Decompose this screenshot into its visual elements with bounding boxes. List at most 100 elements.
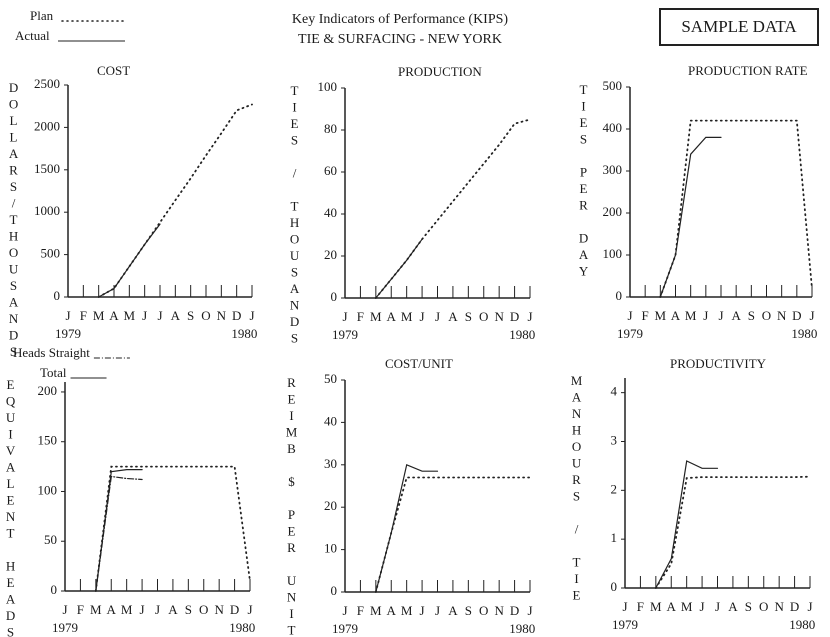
x-tick-label: J [142,308,147,323]
x-tick-label: J [65,308,70,323]
y-tick-label: 0 [54,288,61,303]
x-tick-label: A [731,308,741,323]
x-tick-label: A [667,599,677,614]
series-line [375,463,439,593]
x-tick-label: S [185,602,192,617]
y-tick-label: 200 [603,204,623,219]
x-tick-label: J [157,308,162,323]
y-tick-label: 500 [603,78,623,93]
y-tick-label: 1 [611,530,618,545]
y-tick-label: 20 [324,498,337,513]
x-tick-label: J [435,603,440,618]
year-label: 1979 [612,617,638,632]
x-tick-label: M [370,309,382,324]
x-tick-label: J [718,308,723,323]
x-tick-label: F [637,599,644,614]
year-label: 1980 [509,621,535,636]
x-tick-label: M [90,602,102,617]
chart-title: COST [97,63,130,78]
year-label: 1979 [332,327,358,342]
x-tick-label: J [809,308,814,323]
year-label: 1979 [55,326,81,341]
chart-title: PRODUCTION [398,64,482,79]
y-tick-label: 2000 [34,118,60,133]
y-axis-label: TIES PER DAY [576,82,591,280]
x-tick-label: M [124,308,136,323]
x-tick-label: M [121,602,133,617]
x-tick-label: N [774,599,784,614]
legend-plan-label: Plan [30,8,54,23]
x-tick-label: N [217,308,227,323]
x-tick-label: A [728,599,738,614]
page-title: Key Indicators of Performance (KIPS) [292,12,508,27]
y-tick-label: 10 [324,541,337,556]
x-tick-label: M [681,599,693,614]
y-axis-label: REIMB $ PER UNIT [284,375,299,637]
year-label: 1980 [789,617,815,632]
y-tick-label: 200 [38,383,58,398]
series-line [98,223,161,298]
y-tick-label: 80 [324,121,337,136]
x-tick-label: N [494,603,504,618]
x-tick-label: J [62,602,67,617]
x-tick-label: J [435,309,440,324]
x-tick-label: J [527,603,532,618]
x-tick-label: M [370,603,382,618]
x-tick-label: J [249,308,254,323]
x-tick-label: A [448,603,458,618]
x-tick-label: O [759,599,768,614]
page-subtitle: TIE & SURFACING - NEW YORK [298,32,502,47]
y-tick-label: 0 [51,582,58,597]
series-line [375,238,423,299]
y-tick-label: 0 [611,579,618,594]
y-tick-label: 100 [38,482,58,497]
y-tick-label: 50 [324,371,337,386]
x-tick-label: A [168,602,178,617]
x-tick-label: M [655,308,667,323]
series-line [654,475,811,589]
x-tick-label: O [479,603,488,618]
x-tick-label: J [715,599,720,614]
x-tick-label: J [700,599,705,614]
x-tick-label: D [792,308,801,323]
y-tick-label: 0 [616,288,623,303]
x-tick-label: A [107,602,117,617]
x-tick-label: J [420,603,425,618]
x-tick-label: O [762,308,771,323]
x-tick-label: D [790,599,799,614]
y-tick-label: 1000 [34,203,60,218]
chart-title: PRODUCTIVITY [670,356,767,371]
x-tick-label: J [703,308,708,323]
x-tick-label: F [77,602,84,617]
x-tick-label: J [140,602,145,617]
year-label: 1980 [229,620,255,635]
x-tick-label: J [420,309,425,324]
x-tick-label: D [510,603,519,618]
year-label: 1980 [509,327,535,342]
x-tick-label: M [685,308,697,323]
x-tick-label: S [748,308,755,323]
y-axis-label: TIES / THOUSANDS [287,83,302,347]
y-tick-label: 0 [331,289,338,304]
legend-actual-label: Actual [15,28,50,43]
chart-title: PRODUCTION RATE [688,63,808,78]
x-tick-label: O [479,309,488,324]
y-tick-label: 3 [611,432,618,447]
x-tick-label: J [247,602,252,617]
x-tick-label: M [650,599,662,614]
y-tick-label: 2500 [34,76,60,91]
y-tick-label: 20 [324,247,337,262]
x-tick-label: S [187,308,194,323]
x-tick-label: D [230,602,239,617]
x-tick-label: O [199,602,208,617]
x-tick-label: D [510,309,519,324]
x-tick-label: A [387,603,397,618]
y-axis-label: DOLLARS/THOUSANDS [6,80,21,361]
y-tick-label: 4 [611,384,618,399]
x-tick-label: S [465,309,472,324]
stamp-text: SAMPLE DATA [681,17,797,36]
series-line [655,460,719,589]
x-tick-label: M [93,308,105,323]
x-tick-label: J [342,309,347,324]
